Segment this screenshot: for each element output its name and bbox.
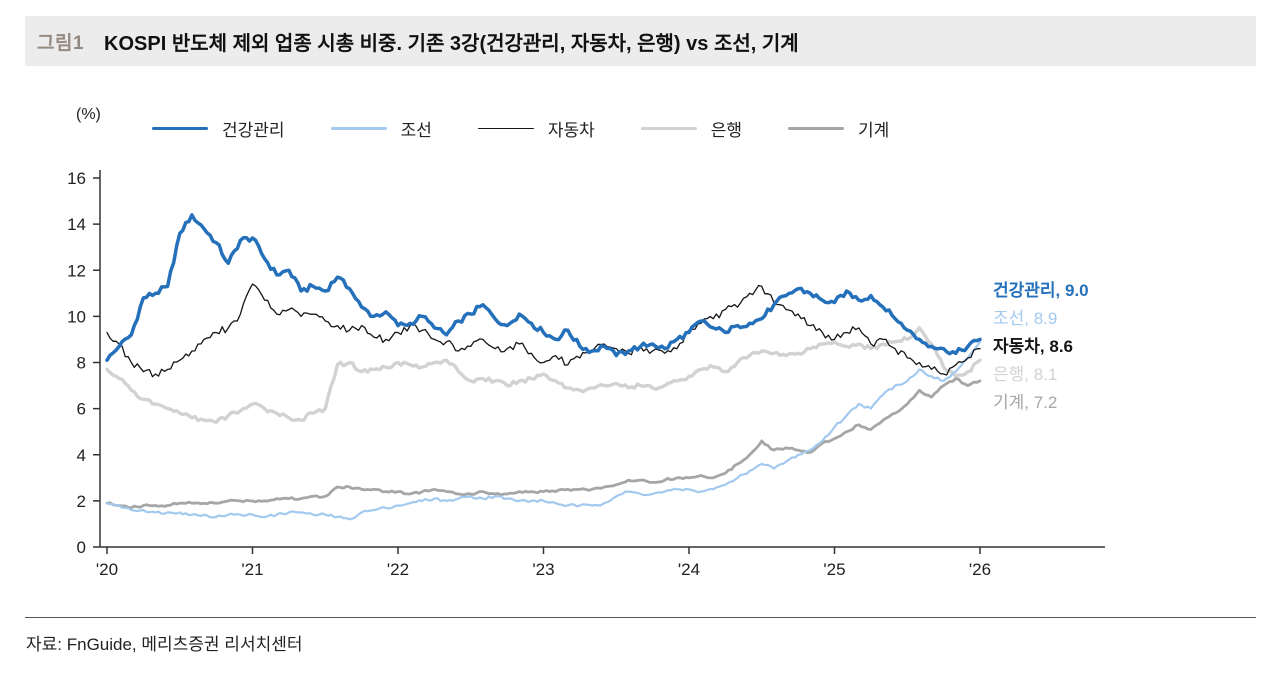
- x-tick-label: '23: [532, 560, 554, 579]
- figure-header-bar: 그림1 KOSPI 반도체 제외 업종 시총 비중. 기존 3강(건강관리, 자…: [25, 16, 1256, 66]
- y-tick-label: 12: [67, 261, 86, 280]
- y-tick-label: 2: [77, 492, 86, 511]
- source-note: 자료: FnGuide, 메리츠증권 리서치센터: [26, 635, 303, 654]
- series-line-조선: [105, 340, 982, 521]
- series-end-label-healthcare: 건강관리, 9.0: [993, 281, 1089, 300]
- x-tick-label: '21: [241, 560, 263, 579]
- y-tick-label: 0: [77, 538, 86, 557]
- series-line-기계: [105, 377, 982, 510]
- series-end-label-bank: 은행, 8.1: [993, 365, 1058, 384]
- legend-item-auto: 자동차: [477, 116, 595, 141]
- y-tick-label: 4: [77, 446, 86, 465]
- x-tick-label: '26: [969, 560, 991, 579]
- x-tick-label: '20: [96, 560, 118, 579]
- footer-divider: [25, 617, 1256, 618]
- series-line-자동차: [106, 283, 981, 378]
- legend-label-auto: 자동차: [547, 121, 595, 140]
- y-tick-label: 8: [77, 354, 86, 373]
- x-tick-label: '22: [387, 560, 409, 579]
- figure-number-label: 그림1: [37, 32, 85, 54]
- legend-label-machinery: 기계: [858, 121, 890, 140]
- legend-label-bank: 은행: [710, 121, 743, 140]
- chart-legend: 건강관리 조선 자동차 은행 기계: [152, 116, 935, 141]
- legend-line-swatch-healthcare: [152, 126, 208, 131]
- x-tick-label: '24: [678, 560, 700, 579]
- legend-item-healthcare: 건강관리: [152, 116, 285, 141]
- legend-line-swatch-bank: [640, 126, 697, 131]
- legend-item-bank: 은행: [640, 116, 743, 141]
- series-line-은행: [105, 326, 982, 425]
- legend-label-shipbuilding: 조선: [400, 121, 432, 140]
- y-tick-label: 6: [77, 400, 86, 419]
- series-end-label-machinery: 기계, 7.2: [993, 393, 1058, 412]
- legend-line-swatch-shipbuilding: [330, 127, 387, 130]
- series-line-건강관리: [105, 213, 982, 362]
- y-tick-label: 14: [67, 215, 86, 234]
- legend-line-swatch-auto: [477, 127, 534, 130]
- y-tick-label: 10: [67, 307, 86, 326]
- legend-line-swatch-machinery: [788, 127, 845, 130]
- series-end-label-auto: 자동차, 8.6: [993, 337, 1073, 356]
- y-axis-unit-label: (%): [76, 106, 101, 123]
- legend-item-shipbuilding: 조선: [330, 116, 432, 141]
- series-end-label-shipbuilding: 조선, 8.9: [993, 309, 1058, 328]
- legend-item-machinery: 기계: [788, 116, 889, 141]
- y-tick-label: 16: [67, 169, 86, 188]
- legend-label-healthcare: 건강관리: [222, 121, 285, 140]
- x-tick-label: '25: [823, 560, 845, 579]
- figure-title: KOSPI 반도체 제외 업종 시총 비중. 기존 3강(건강관리, 자동차, …: [104, 32, 799, 55]
